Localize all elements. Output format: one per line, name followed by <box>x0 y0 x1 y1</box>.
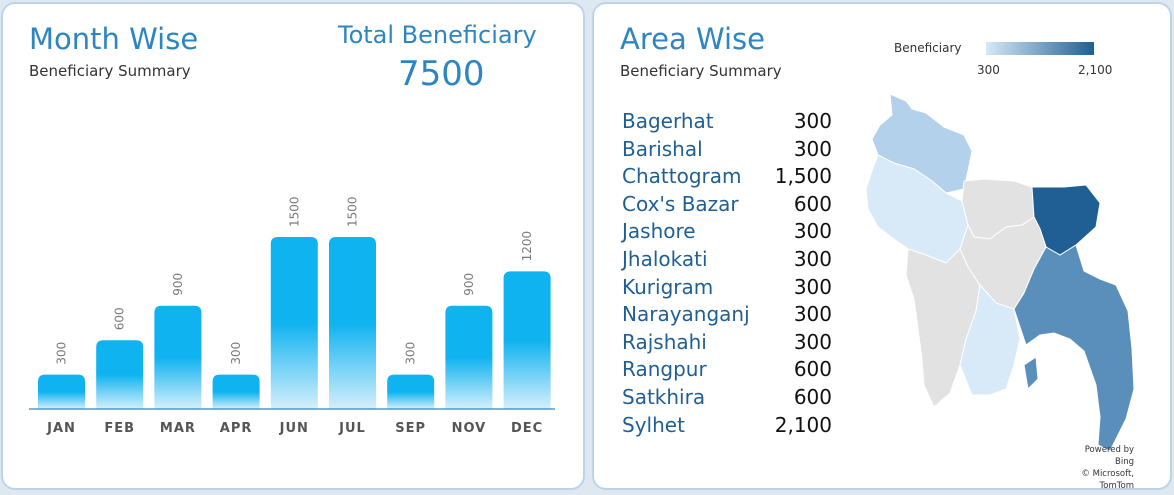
attribution-line-2: © Microsoft, TomTom <box>1081 469 1134 490</box>
area-name: Rajshahi <box>622 329 707 354</box>
x-tick-label: APR <box>220 421 253 436</box>
legend-gradient-bar <box>986 42 1094 55</box>
area-value: 600 <box>793 191 832 216</box>
attribution-line-1: Powered by Bing <box>1084 445 1134 467</box>
month-bar-chart: 300 JAN 600 FEB 900 MAR 300 APR 1500 JUN 1500 JUL 30… <box>29 196 555 436</box>
bar-value-label: 600 <box>113 307 127 330</box>
area-name: Sylhet <box>622 412 685 437</box>
area-value: 1,500 <box>774 164 832 189</box>
area-row: Rajshahi 300 <box>622 330 832 358</box>
x-tick-label: JAN <box>46 421 76 436</box>
area-table: Bagerhat 300 Barishal 300 Chattogram 1,500 Cox… <box>622 109 832 440</box>
area-row: Sylhet 2,100 <box>622 413 832 441</box>
area-title: Area Wise <box>620 22 765 56</box>
area-value: 300 <box>793 274 832 299</box>
map-region-chattogram[interactable] <box>1013 244 1135 452</box>
bar-jun[interactable] <box>270 237 318 409</box>
bar-value-label: 300 <box>404 342 418 365</box>
month-wise-panel: Month Wise Beneficiary Summary Total Ben… <box>1 2 585 490</box>
area-name: Rangpur <box>622 357 707 382</box>
bar-dec[interactable] <box>503 271 551 409</box>
area-name: Bagerhat <box>622 109 714 133</box>
bar-value-label: 300 <box>55 342 69 365</box>
bar-mar[interactable] <box>154 305 202 409</box>
area-row: Jashore 300 <box>622 219 832 247</box>
x-tick-label: JUL <box>338 421 366 436</box>
area-value: 600 <box>793 357 832 382</box>
bar-feb[interactable] <box>96 340 144 409</box>
area-name: Jashore <box>622 219 696 244</box>
area-row: Jhalokati 300 <box>622 247 832 275</box>
x-tick-label: DEC <box>511 421 543 436</box>
area-wise-panel: Area Wise Beneficiary Summary Beneficiar… <box>592 2 1172 490</box>
bar-value-label: 1500 <box>287 196 301 227</box>
area-row: Chattogram 1,500 <box>622 164 832 192</box>
bar-value-label: 1500 <box>346 196 360 227</box>
area-row: Cox's Bazar 600 <box>622 192 832 220</box>
area-row: Satkhira 600 <box>622 385 832 413</box>
area-row: Narayanganj 300 <box>622 302 832 330</box>
bar-nov[interactable] <box>445 305 493 409</box>
x-tick-label: JUN <box>279 421 309 436</box>
area-row: Barishal 300 <box>622 137 832 165</box>
bangladesh-map[interactable] <box>864 89 1164 459</box>
bar-sep[interactable] <box>387 374 435 409</box>
area-row: Kurigram 300 <box>622 275 832 303</box>
area-name: Cox's Bazar <box>622 191 739 216</box>
area-name: Satkhira <box>622 384 706 409</box>
bar-value-label: 900 <box>171 273 185 296</box>
x-tick-label: MAR <box>160 421 196 436</box>
bar-jul[interactable] <box>329 237 376 409</box>
area-value: 300 <box>793 302 832 327</box>
x-tick-label: SEP <box>395 421 426 436</box>
x-tick-label: NOV <box>452 421 487 436</box>
area-name: Jhalokati <box>622 246 708 271</box>
bars-group: 300 JAN 600 FEB 900 MAR 300 APR 1500 JUN 1500 JUL 30… <box>38 196 551 436</box>
month-chart-subtitle: Beneficiary Summary <box>29 62 191 80</box>
area-value: 300 <box>793 246 832 271</box>
area-value: 300 <box>793 109 832 133</box>
area-row: Rangpur 600 <box>622 357 832 385</box>
area-name: Chattogram <box>622 164 742 189</box>
map-region-barishal[interactable] <box>959 283 1021 396</box>
map-legend: Beneficiary 300 2,100 <box>894 41 1124 86</box>
area-name: Kurigram <box>622 274 714 299</box>
total-beneficiary-value: 7500 <box>398 54 485 94</box>
bar-value-label: 1200 <box>520 231 534 262</box>
total-beneficiary-label: Total Beneficiary <box>338 21 537 49</box>
bar-value-label: 900 <box>462 273 476 296</box>
bar-jan[interactable] <box>38 374 85 409</box>
area-value: 600 <box>793 384 832 409</box>
map-region-island[interactable] <box>1023 356 1039 391</box>
area-value: 300 <box>793 329 832 354</box>
area-subtitle: Beneficiary Summary <box>620 62 782 80</box>
map-region-rangpur[interactable] <box>871 93 973 194</box>
month-chart-title: Month Wise <box>29 22 199 56</box>
legend-max-value: 2,100 <box>1078 63 1113 77</box>
area-name: Barishal <box>622 136 703 161</box>
area-value: 300 <box>793 219 832 244</box>
area-row: Bagerhat 300 <box>622 109 832 137</box>
area-value: 2,100 <box>774 412 832 437</box>
legend-title: Beneficiary <box>894 41 962 55</box>
area-name: Narayanganj <box>622 302 750 327</box>
area-value: 300 <box>793 136 832 161</box>
map-attribution: Powered by Bing © Microsoft, TomTom <box>1074 444 1134 490</box>
x-tick-label: FEB <box>104 421 135 436</box>
bar-value-label: 300 <box>229 342 243 365</box>
legend-min-value: 300 <box>977 63 1000 77</box>
bar-apr[interactable] <box>212 374 260 409</box>
